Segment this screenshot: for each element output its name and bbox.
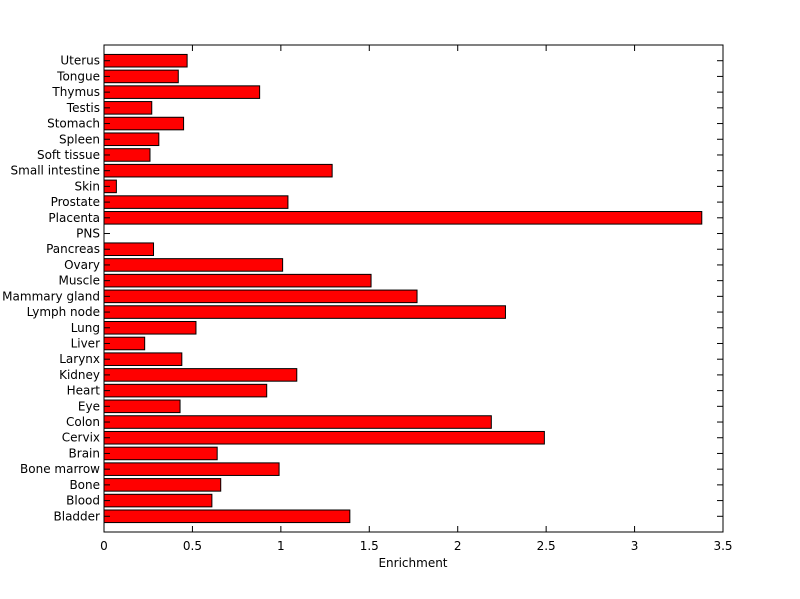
bar-bladder — [103, 509, 351, 524]
bar-bone-marrow — [103, 462, 280, 476]
plot-frame — [103, 44, 724, 533]
bar-colon — [103, 415, 492, 429]
y-tick-label: Ovary — [64, 258, 100, 272]
y-tick-label: Mammary gland — [2, 289, 100, 303]
y-tick-label: Prostate — [51, 195, 100, 209]
y-tick-label: Uterus — [60, 54, 100, 68]
bar-muscle — [103, 273, 372, 288]
y-tick-label: Heart — [67, 384, 101, 398]
x-tick-label: 3 — [631, 539, 639, 553]
y-tick-label: Stomach — [47, 117, 100, 131]
y-tick-label: Skin — [74, 179, 100, 193]
y-tick-label: Tongue — [56, 69, 100, 83]
bar-larynx — [103, 352, 183, 366]
x-tick-label: 2 — [454, 539, 462, 553]
y-tick-label: Testis — [66, 101, 100, 115]
y-tick-label: Lung — [71, 321, 100, 335]
y-tick-label: Lymph node — [27, 305, 100, 319]
y-tick-label: Pancreas — [46, 242, 100, 256]
y-tick-label: Thymus — [51, 85, 100, 99]
y-tick-label: Spleen — [59, 132, 100, 146]
x-axis-label: Enrichment — [378, 556, 447, 570]
bar-ovary — [103, 258, 284, 272]
x-tick-label: 2.5 — [537, 539, 556, 553]
bar-soft-tissue — [103, 148, 151, 162]
bar-brain — [103, 446, 218, 461]
y-tick-label: Muscle — [58, 274, 100, 288]
y-tick-label: Larynx — [59, 352, 100, 366]
y-tick-label: Placenta — [48, 211, 100, 225]
y-tick-label: Small intestine — [11, 164, 100, 178]
x-tick-label: 0.5 — [183, 539, 202, 553]
y-tick-label: Colon — [66, 415, 100, 429]
bar-liver — [103, 336, 146, 351]
x-tick-label: 1 — [277, 539, 285, 553]
y-tick-label: Kidney — [59, 368, 100, 382]
y-tick-label: Bone — [69, 478, 100, 492]
bar-tongue — [103, 69, 179, 84]
bar-thymus — [103, 85, 261, 99]
bar-pancreas — [103, 242, 155, 257]
y-tick-label: Brain — [69, 446, 100, 460]
bar-mammary-gland — [103, 289, 418, 304]
y-tick-label: Blood — [66, 494, 100, 508]
y-tick-label: PNS — [76, 227, 100, 241]
bar-small-intestine — [103, 163, 333, 178]
bar-placenta — [103, 211, 703, 225]
x-tick-label: 1.5 — [360, 539, 379, 553]
bar-eye — [103, 399, 181, 414]
bar-prostate — [103, 195, 289, 209]
bar-cervix — [103, 430, 545, 445]
bar-lung — [103, 320, 197, 335]
y-tick-label: Eye — [78, 399, 100, 413]
bar-heart — [103, 383, 268, 398]
y-tick-label: Bone marrow — [20, 462, 100, 476]
bar-lymph-node — [103, 305, 506, 319]
bar-kidney — [103, 368, 298, 382]
bar-spleen — [103, 132, 160, 147]
bar-uterus — [103, 53, 188, 68]
x-tick-label: 0 — [100, 539, 108, 553]
bar-blood — [103, 493, 213, 508]
y-tick-label: Liver — [71, 336, 101, 350]
bar-bone — [103, 478, 222, 492]
y-tick-label: Cervix — [62, 431, 100, 445]
bar-testis — [103, 101, 153, 115]
y-tick-label: Soft tissue — [37, 148, 100, 162]
x-tick-label: 3.5 — [713, 539, 732, 553]
y-tick-label: Bladder — [54, 509, 101, 523]
bar-stomach — [103, 116, 185, 131]
